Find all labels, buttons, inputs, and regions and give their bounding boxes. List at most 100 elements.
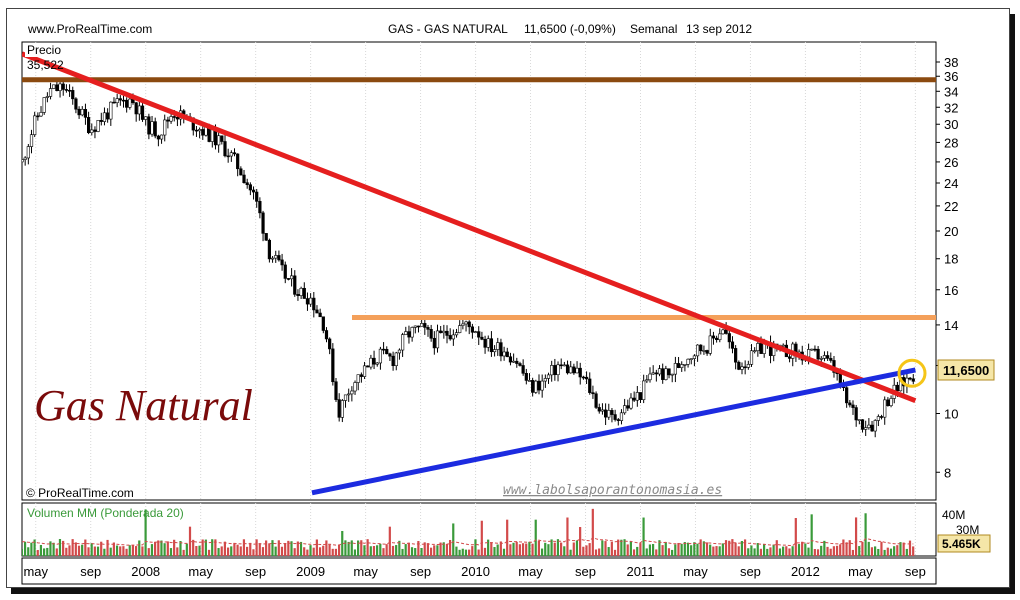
volume-bar (820, 545, 823, 556)
volume-bar (134, 546, 138, 556)
volume-bar (683, 542, 686, 556)
instrument-label: GAS - GAS NATURAL (388, 22, 508, 36)
candle-body (584, 376, 589, 380)
candle-body (432, 337, 436, 349)
volume-bar (252, 549, 255, 556)
candle-body (302, 287, 306, 299)
candle-body (699, 344, 703, 352)
candle-body (118, 98, 122, 101)
volume-bar (886, 547, 889, 556)
candle-body (502, 351, 506, 357)
volume-bar (899, 542, 902, 556)
date-tick-label: may (188, 564, 213, 579)
volume-bar (22, 548, 23, 556)
candle-body (711, 335, 716, 339)
candle-body (873, 420, 877, 432)
volume-bar (487, 539, 490, 556)
candle-body (559, 364, 563, 367)
volume-bar (290, 541, 293, 556)
price-tick-label: 18 (944, 252, 958, 267)
volume-bar (648, 544, 652, 556)
volume-bar (65, 547, 68, 556)
candle-body (496, 342, 500, 350)
candle-body (385, 348, 389, 355)
candle-body (125, 99, 129, 108)
volume-bar (154, 541, 157, 556)
candle-body (864, 427, 868, 430)
candle-body (867, 424, 871, 428)
candle-body (128, 98, 132, 108)
candle-body (860, 419, 865, 430)
volume-bar (458, 549, 461, 556)
volume-bar (664, 541, 667, 556)
candle-body (245, 182, 249, 185)
volume-bar (90, 543, 93, 556)
candle-body (886, 399, 890, 406)
volume-bar (515, 541, 518, 556)
candle-body (87, 117, 91, 134)
candle-body (420, 323, 424, 327)
volume-bar (357, 540, 360, 556)
candle-body (144, 116, 148, 120)
volume-bar (753, 548, 756, 556)
volume-bar (388, 526, 391, 556)
volume-bar (502, 548, 506, 556)
volume-bar (318, 547, 322, 556)
candle-body (702, 350, 706, 352)
candle-body (169, 116, 173, 122)
volume-bar (239, 546, 242, 556)
volume-bar (680, 543, 683, 556)
price-tick-label: 16 (944, 283, 958, 298)
last-price-box (937, 359, 995, 381)
volume-bar (115, 545, 119, 556)
date-tick-label: sep (245, 564, 266, 579)
candle-body (299, 287, 303, 296)
candle-body (724, 329, 728, 334)
candle-body (55, 84, 59, 91)
highlight-circle (897, 358, 927, 388)
quote-label: 11,6500 (-0,09%) (524, 22, 616, 36)
volume-bar (322, 545, 325, 556)
date-tick-label: 2011 (627, 564, 655, 579)
volume-bar (369, 546, 372, 556)
candle-body (77, 108, 81, 116)
candle-body (521, 365, 525, 374)
candle-body (648, 373, 652, 381)
candle-body (781, 344, 785, 347)
price-panel (21, 41, 937, 501)
candle-body (807, 349, 811, 358)
candle-body (857, 419, 861, 421)
volume-bar (249, 542, 252, 556)
candle-body (140, 105, 145, 120)
volume-bar (677, 542, 680, 556)
volume-bar (845, 542, 848, 556)
volume-bar (242, 539, 246, 556)
volume-bar (512, 542, 515, 556)
date-tick-label: sep (410, 564, 431, 579)
candle-body (156, 135, 160, 140)
volume-average-line (22, 537, 914, 547)
volume-bar (883, 549, 886, 556)
candle-body (290, 275, 294, 280)
volume-bar (540, 548, 544, 556)
candle-body (518, 363, 522, 366)
volume-bar (813, 549, 816, 556)
candle-body (153, 121, 157, 137)
volume-bar (233, 542, 236, 556)
candle-body (619, 412, 624, 421)
volume-bar (204, 539, 207, 556)
volume-bar (696, 543, 699, 556)
candle-body (749, 350, 754, 365)
candle-body (546, 374, 551, 379)
volume-bar (74, 542, 77, 556)
volume-bar (617, 539, 620, 556)
candle-body (416, 325, 421, 328)
volume-bar (905, 548, 908, 556)
volume-bar (43, 548, 46, 556)
candle-body (442, 330, 446, 334)
candle-body (623, 405, 627, 414)
volume-bar (312, 547, 315, 556)
volume-bar (423, 542, 426, 556)
candle-body (604, 409, 608, 418)
volume-bar (452, 523, 455, 556)
